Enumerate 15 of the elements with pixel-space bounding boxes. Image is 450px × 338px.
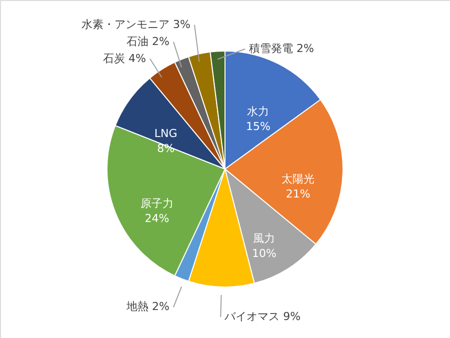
data-label: 21% xyxy=(286,187,310,200)
slice-label: 風力 xyxy=(253,232,276,245)
slice-label: 原子力 xyxy=(140,196,174,210)
slice-label: 石炭 4% xyxy=(103,52,146,65)
data-label: 24% xyxy=(144,212,170,225)
data-label: 10% xyxy=(252,246,276,260)
slice-label: 水力 xyxy=(247,104,270,118)
slice-label: 水素・アンモニア 3% xyxy=(82,18,190,31)
slice-label: 積雪発電 2% xyxy=(249,42,314,55)
slice-label: 太陽光 xyxy=(282,172,315,186)
slice-label: LNG xyxy=(154,127,178,140)
slice-label: 石油 2% xyxy=(126,34,170,48)
slice-label: 地熱 2% xyxy=(126,300,170,314)
data-label: 15% xyxy=(246,120,270,133)
slice-label: バイオマス 9% xyxy=(224,310,301,323)
